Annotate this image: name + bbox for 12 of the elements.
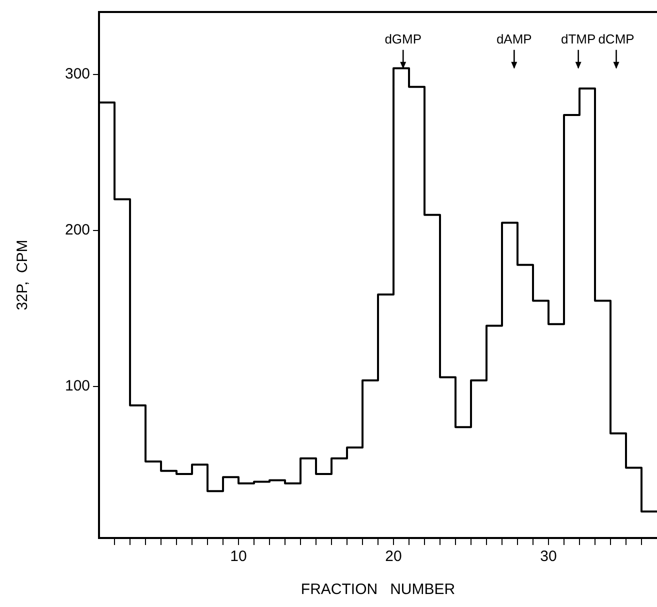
y-tick-label: 200 (64, 222, 90, 239)
y-axis-title: 32P, CPM (14, 240, 32, 310)
x-tick-label: 20 (385, 548, 402, 566)
x-axis-title: FRACTION NUMBER (300, 581, 456, 598)
x-tick-label: 30 (540, 548, 557, 566)
x-tick-label: 10 (230, 548, 247, 566)
annotation: dAMP (496, 32, 532, 47)
y-tick-label: 300 (64, 66, 90, 83)
annotation: dCMP (598, 32, 634, 47)
annotation: dTMP (560, 32, 596, 47)
y-tick-label: 100 (64, 378, 90, 395)
annotation: dGMP (384, 32, 422, 47)
